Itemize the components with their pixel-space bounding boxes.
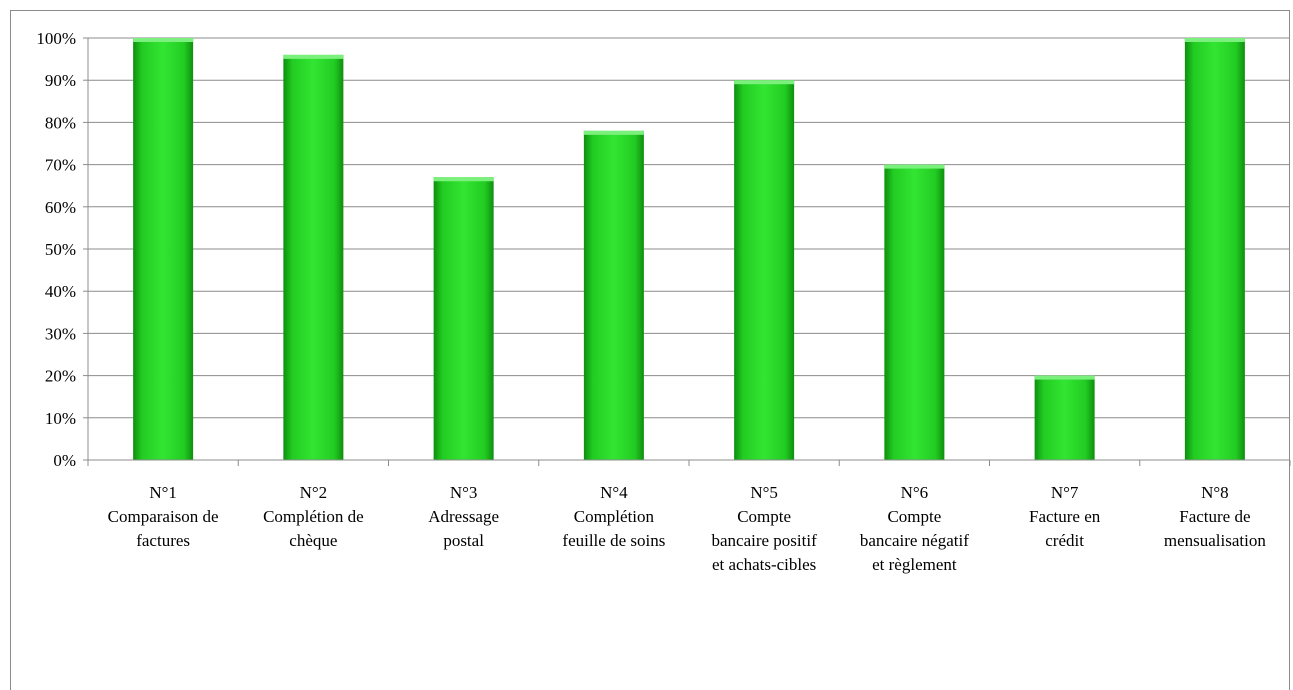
x-tick-label-line: Facture en [1029, 507, 1101, 526]
bar-top-highlight [283, 54, 344, 59]
bar-body [1034, 375, 1095, 460]
y-tick-label: 100% [36, 29, 76, 48]
bar [734, 80, 795, 460]
bar [283, 54, 344, 460]
x-axis-tick-labels: N°1 Comparaison de factures N°2 Complétion d… [108, 483, 1267, 574]
x-tick-label-line: chèque [289, 531, 337, 550]
x-tick-label-line: N°8 [1201, 483, 1229, 502]
y-tick-label: 90% [45, 71, 76, 90]
x-tick-label-line: Complétion de [263, 507, 364, 526]
x-tick-label-line: N°1 [149, 483, 177, 502]
bar-top-highlight [433, 177, 494, 182]
x-tick-label-line: N°4 [600, 483, 628, 502]
x-tick-label: N°3 Adressage postal [428, 483, 499, 550]
x-tick-label: N°4 Complétion feuille de soins [562, 483, 665, 550]
x-tick-label-line: mensualisation [1164, 531, 1266, 550]
bar-top-highlight [1184, 38, 1245, 42]
bar-top-highlight [884, 164, 945, 169]
bar-body [133, 38, 194, 460]
x-tick-label-line: N°6 [901, 483, 929, 502]
x-tick-label-line: N°2 [300, 483, 328, 502]
y-tick-label: 0% [53, 451, 76, 470]
bar [1184, 38, 1245, 460]
bar [1034, 375, 1095, 460]
x-tick-label-line: Compte [737, 507, 791, 526]
x-tick-label-line: N°7 [1051, 483, 1079, 502]
x-tick-label-line: Compte [887, 507, 941, 526]
x-tick-label-line: bancaire positif [711, 531, 817, 550]
bar-body [884, 164, 945, 460]
y-tick-label: 10% [45, 409, 76, 428]
x-tick-label: N°8 Facture de mensualisation [1164, 483, 1266, 550]
x-tick-label: N°5 Compte bancaire positif et achats-cible… [711, 483, 817, 574]
x-tick-label-line: Comparaison de [108, 507, 219, 526]
x-tick-label: N°2 Complétion de chèque [263, 483, 364, 550]
bar-body [734, 80, 795, 460]
bars [133, 38, 1245, 460]
bar [133, 38, 194, 460]
x-tick-label-line: Facture de [1179, 507, 1250, 526]
y-tick-label: 80% [45, 113, 76, 132]
chart-frame [10, 10, 1290, 690]
x-tick-label-line: et achats-cibles [712, 555, 816, 574]
bar-body [283, 54, 344, 460]
x-tick-label: N°1 Comparaison de factures [108, 483, 219, 550]
bar [884, 164, 945, 460]
bar-body [433, 177, 494, 460]
x-tick-label-line: bancaire négatif [860, 531, 969, 550]
x-tick-label-line: N°5 [750, 483, 778, 502]
bar-body [583, 130, 644, 460]
bar-top-highlight [583, 130, 644, 135]
bar [583, 130, 644, 460]
y-tick-label: 70% [45, 156, 76, 175]
bar [433, 177, 494, 460]
x-tick-label-line: Adressage [428, 507, 499, 526]
x-tick-label-line: N°3 [450, 483, 478, 502]
y-tick-label: 20% [45, 367, 76, 386]
bar-top-highlight [734, 80, 795, 85]
axes [87, 38, 1291, 466]
x-tick-label-line: postal [443, 531, 484, 550]
x-tick-label: N°7 Facture en crédit [1029, 483, 1101, 550]
x-tick-label-line: et règlement [872, 555, 957, 574]
x-tick-label-line: Complétion [574, 507, 655, 526]
y-tick-label: 60% [45, 198, 76, 217]
x-tick-label-line: factures [136, 531, 190, 550]
bar-body [1184, 38, 1245, 460]
bar-top-highlight [133, 38, 194, 42]
y-tick-label: 40% [45, 282, 76, 301]
y-tick-label: 30% [45, 324, 76, 343]
bar-top-highlight [1034, 375, 1095, 380]
x-tick-label-line: feuille de soins [562, 531, 665, 550]
x-tick-label: N°6 Compte bancaire négatif et règlement [860, 483, 969, 574]
y-tick-label: 50% [45, 240, 76, 259]
x-tick-label-line: crédit [1045, 531, 1084, 550]
gridlines [83, 37, 1290, 461]
y-axis-tick-labels: 0% 10% 20% 30% 40% 50% 60% 70% 80% 90% 100% [36, 29, 76, 470]
